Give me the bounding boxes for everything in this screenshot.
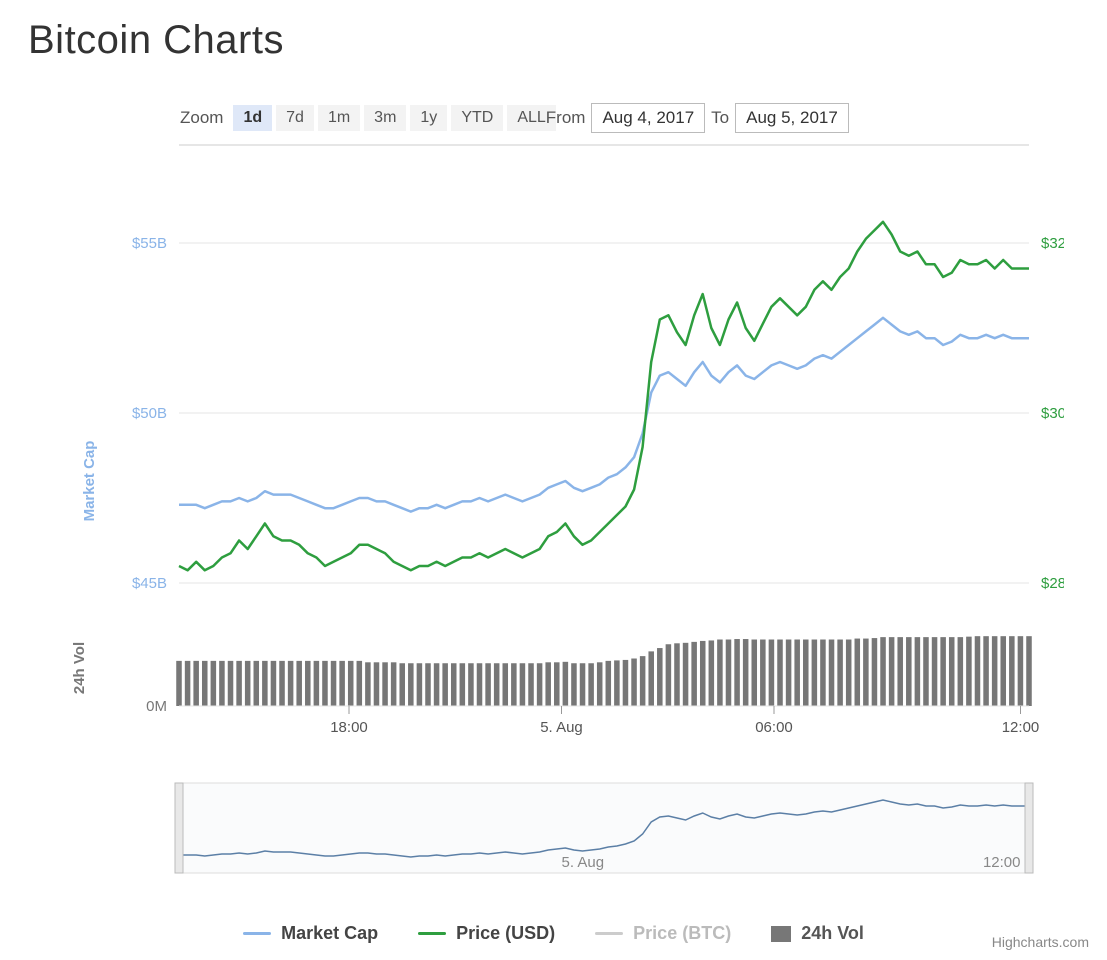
chart-controls: Zoom 1d7d1m3m1yYTDALL From Aug 4, 2017 T… bbox=[0, 63, 1107, 143]
svg-text:$50B: $50B bbox=[131, 405, 166, 422]
zoom-label: Zoom bbox=[180, 108, 223, 128]
to-label: To bbox=[711, 108, 729, 128]
from-date-input[interactable]: Aug 4, 2017 bbox=[591, 103, 705, 133]
svg-text:06:00: 06:00 bbox=[755, 719, 793, 736]
from-label: From bbox=[546, 108, 586, 128]
svg-text:12:00: 12:00 bbox=[982, 854, 1020, 871]
zoom-btn-1y[interactable]: 1y bbox=[410, 105, 447, 131]
legend-item-price-btc-[interactable]: Price (BTC) bbox=[595, 923, 731, 944]
zoom-btn-3m[interactable]: 3m bbox=[364, 105, 406, 131]
svg-text:$45B: $45B bbox=[131, 575, 166, 592]
svg-text:$2800.00: $2800.00 bbox=[1041, 575, 1064, 592]
zoom-btn-1m[interactable]: 1m bbox=[318, 105, 360, 131]
svg-text:Market Cap: Market Cap bbox=[81, 441, 98, 522]
chart-area: $45B $2800.00 $50B $3000.00 $55B $3200.00 Mark… bbox=[44, 143, 1064, 903]
svg-text:$55B: $55B bbox=[131, 235, 166, 252]
svg-text:0M: 0M bbox=[146, 698, 167, 715]
legend-item-24h-vol[interactable]: 24h Vol bbox=[771, 923, 864, 944]
svg-text:5. Aug: 5. Aug bbox=[540, 719, 583, 736]
svg-text:24h Vol: 24h Vol bbox=[71, 642, 88, 694]
date-range-controls: From Aug 4, 2017 To Aug 5, 2017 bbox=[546, 103, 849, 133]
svg-text:5. Aug: 5. Aug bbox=[561, 854, 604, 871]
svg-text:18:00: 18:00 bbox=[330, 719, 368, 736]
legend-item-market-cap[interactable]: Market Cap bbox=[243, 923, 378, 944]
zoom-buttons: 1d7d1m3m1yYTDALL bbox=[233, 105, 555, 131]
chart-credit: Highcharts.com bbox=[992, 934, 1089, 950]
page-title: Bitcoin Charts bbox=[0, 0, 1107, 63]
svg-text:$3000.00: $3000.00 bbox=[1041, 405, 1064, 422]
svg-text:$3200.00: $3200.00 bbox=[1041, 235, 1064, 252]
svg-text:12:00: 12:00 bbox=[1001, 719, 1039, 736]
zoom-btn-ytd[interactable]: YTD bbox=[451, 105, 503, 131]
to-date-input[interactable]: Aug 5, 2017 bbox=[735, 103, 849, 133]
main-chart[interactable]: $45B $2800.00 $50B $3000.00 $55B $3200.00 Mark… bbox=[44, 143, 1064, 903]
chart-legend: Market Cap Price (USD) Price (BTC) 24h Vol bbox=[0, 923, 1107, 944]
zoom-btn-7d[interactable]: 7d bbox=[276, 105, 314, 131]
zoom-btn-1d[interactable]: 1d bbox=[233, 105, 272, 131]
legend-item-price-usd-[interactable]: Price (USD) bbox=[418, 923, 555, 944]
